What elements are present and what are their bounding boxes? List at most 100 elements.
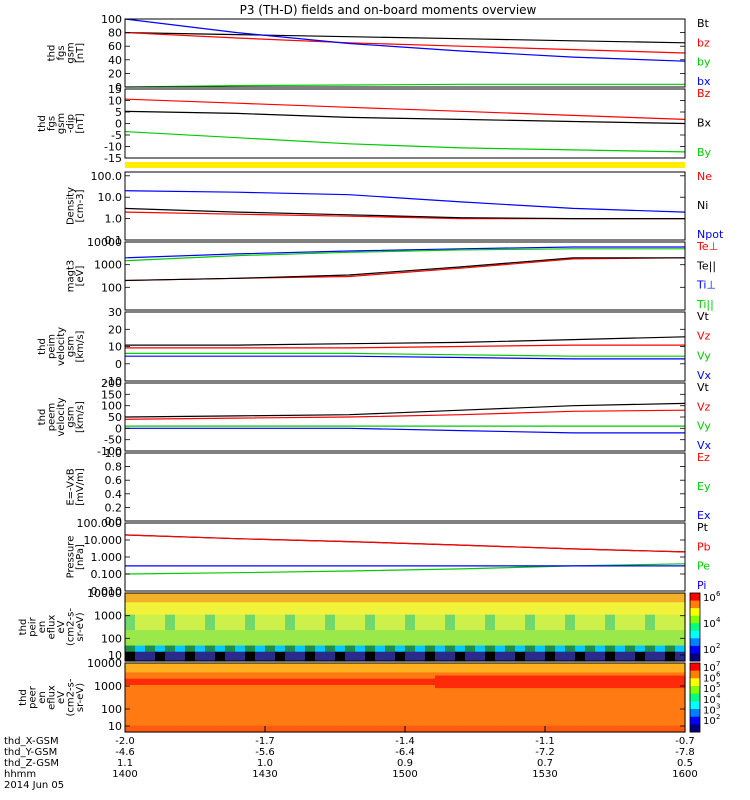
spectrogram-cell (395, 645, 406, 650)
spectrogram-cell (595, 719, 606, 724)
spectrogram-cell (285, 657, 296, 662)
spectrogram-cell (135, 684, 146, 689)
spectrogram-cell (265, 672, 276, 677)
spectrogram-cell (295, 681, 306, 686)
spectrogram-cell (675, 648, 686, 653)
spectrogram-cell (625, 663, 636, 667)
spectrogram-cell (295, 605, 306, 610)
spectrogram-cell (265, 675, 276, 680)
spectrogram-cell (515, 669, 526, 674)
spectrogram-cell (255, 675, 266, 680)
spectrogram-cell (425, 602, 436, 606)
x-axis-value: 1530 (532, 769, 557, 780)
spectrogram-cell (385, 642, 396, 647)
spectrogram-cell (515, 645, 526, 650)
spectrogram-cell (345, 611, 356, 616)
y-axis-label: peir (28, 616, 39, 636)
spectrogram-cell (605, 605, 616, 610)
spectrogram-cell (325, 636, 336, 640)
colorbar-tick-label: 10 (703, 619, 716, 630)
spectrogram-cell (655, 599, 666, 603)
spectrogram-cell (515, 691, 526, 695)
spectrogram-cell (555, 710, 566, 714)
spectrogram-cell (625, 722, 636, 727)
spectrogram-cell (355, 596, 366, 600)
spectrogram-cell (415, 710, 426, 714)
spectrogram-cell (265, 602, 276, 606)
spectrogram-cell (275, 669, 286, 674)
spectrogram-cell (265, 706, 276, 711)
spectrogram-cell (455, 617, 466, 622)
spectrogram-cell (505, 666, 516, 670)
spectrogram-cell (655, 669, 666, 674)
spectrogram-cell (375, 630, 386, 634)
spectrogram-cell (375, 681, 386, 686)
spectrogram-cell (205, 688, 216, 692)
spectrogram-cell (275, 700, 286, 705)
spectrogram-cell (425, 706, 436, 711)
spectrogram-cell (165, 648, 176, 653)
spectrogram-cell (265, 639, 276, 644)
spectrogram-cell (355, 678, 366, 683)
spectrogram-cell (615, 648, 626, 653)
spectrogram-cell (155, 611, 166, 616)
spectrogram-cell (425, 725, 436, 730)
spectrogram-cell (655, 608, 666, 613)
spectrogram-cell (545, 636, 556, 640)
spectrogram-cell (235, 666, 246, 670)
spectrogram-cell (435, 713, 446, 717)
spectrogram-cell (265, 617, 276, 622)
spectrogram-cell (395, 593, 406, 597)
spectrogram-cell (465, 688, 476, 692)
spectrogram-cell (225, 703, 236, 708)
spectrogram-cell (185, 617, 196, 622)
spectrogram-cell (505, 611, 516, 616)
spectrogram-cell (485, 593, 496, 597)
spectrogram-cell (215, 716, 226, 721)
spectrogram-cell (415, 654, 426, 659)
y-tick-label: -5 (111, 129, 122, 142)
spectrogram-cell (165, 620, 176, 625)
spectrogram-cell (535, 617, 546, 622)
spectrogram-cell (215, 681, 226, 686)
spectrogram-cell (185, 620, 196, 625)
spectrogram-cell (145, 645, 156, 650)
spectrogram-cell (135, 666, 146, 670)
spectrogram-cell (455, 728, 466, 733)
spectrogram-cell (565, 611, 576, 616)
spectrogram-cell (205, 630, 216, 634)
spectrogram-cell (635, 602, 646, 606)
spectrogram-cell (655, 675, 666, 680)
spectrogram-cell (405, 703, 416, 708)
spectrogram-cell (225, 599, 236, 603)
spectrogram-cell (375, 672, 386, 677)
spectrogram-cell (175, 608, 186, 613)
spectrogram-cell (665, 706, 676, 711)
spectrogram-cell (595, 627, 606, 631)
spectrogram-cell (215, 608, 226, 613)
spectrogram-cell (665, 642, 676, 647)
spectrogram-cell (625, 719, 636, 724)
spectrogram-cell (515, 639, 526, 644)
spectrogram-cell (475, 672, 486, 677)
spectrogram-cell (485, 636, 496, 640)
spectrogram-cell (205, 710, 216, 714)
spectrogram-cell (515, 648, 526, 653)
spectrogram-cell (565, 675, 576, 680)
spectrogram-cell (405, 617, 416, 622)
spectrogram-cell (135, 697, 146, 702)
spectrogram-cell (375, 617, 386, 622)
spectrogram-cell (495, 703, 506, 708)
spectrogram-cell (295, 599, 306, 603)
spectrogram-cell (635, 657, 646, 662)
spectrogram-cell (245, 639, 256, 644)
spectrogram-cell (275, 688, 286, 692)
spectrogram-cell (365, 684, 376, 689)
spectrogram-cell (135, 681, 146, 686)
spectrogram-cell (405, 605, 416, 610)
spectrogram-cell (345, 645, 356, 650)
spectrogram-cell (395, 636, 406, 640)
spectrogram-cell (505, 669, 516, 674)
spectrogram-cell (485, 697, 496, 702)
spectrogram-cell (435, 648, 446, 653)
